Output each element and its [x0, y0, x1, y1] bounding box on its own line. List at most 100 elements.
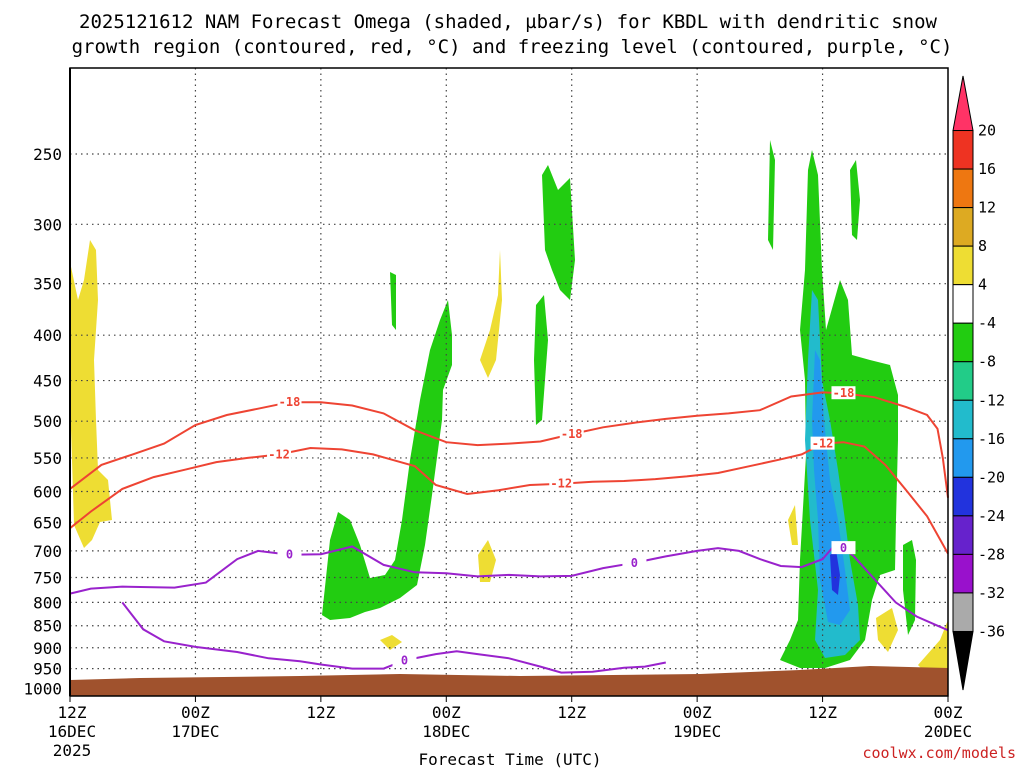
colorbar-swatch	[952, 592, 974, 632]
contour-label-bg	[392, 653, 417, 667]
chart-title-line1: 2025121612 NAM Forecast Omega (shaded, µ…	[79, 11, 937, 33]
colorbar-swatch	[952, 168, 974, 209]
omega-area-yellow-6	[876, 608, 898, 652]
colorbar-swatch	[952, 207, 974, 247]
omega-area-green-5	[768, 140, 775, 250]
x-tick-date: 20DEC	[924, 722, 972, 741]
colorbar-bottom-arrow	[952, 630, 974, 691]
omega-area-green-6	[780, 150, 898, 668]
x-tick-date: 18DEC	[422, 722, 470, 741]
y-tick-label: 350	[33, 275, 62, 294]
contour-label: 0	[286, 548, 293, 562]
y-tick-label: 700	[33, 542, 62, 561]
colorbar-swatch	[952, 284, 974, 324]
contour-label: -18	[561, 427, 583, 441]
contour-label-bg	[549, 476, 574, 490]
omega-area-yellow-5	[788, 505, 798, 545]
colorbar-label: 4	[978, 276, 987, 294]
contour-label: 0	[401, 653, 408, 667]
y-tick-label: 500	[33, 412, 62, 431]
x-tick-label: 00Z	[181, 703, 210, 722]
contour-label-bg	[810, 436, 835, 450]
colorbar-label: -24	[978, 507, 1005, 525]
x-tick-label: 00Z	[432, 703, 461, 722]
colorbar-label: 8	[978, 237, 987, 255]
contour-label-bg	[277, 395, 302, 409]
colorbar-label: -16	[978, 430, 1005, 448]
x-tick-year: 2025	[53, 741, 92, 760]
colorbar-top-arrow	[952, 75, 974, 132]
x-tick-label: 00Z	[934, 703, 963, 722]
y-tick-label: 600	[33, 482, 62, 501]
colorbar-swatch	[952, 130, 974, 170]
y-tick-label: 850	[33, 617, 62, 636]
y-tick-label: 650	[33, 513, 62, 532]
y-axis: 250 300 350 400 450 500 550 600 650 700 750 800 850 9…	[23, 145, 62, 698]
omega-area-yellow-7	[918, 620, 948, 672]
omega-area-green-4	[390, 272, 396, 330]
colorbar-swatch	[952, 322, 974, 363]
grid	[70, 68, 948, 696]
y-tick-label: 300	[33, 215, 62, 234]
x-tick-label: 12Z	[306, 703, 335, 722]
contour-label-bg	[267, 447, 292, 461]
colorbar-swatch	[952, 438, 974, 478]
contour-label-bg	[277, 547, 302, 561]
contour-label: -12	[268, 447, 290, 461]
contour-line	[69, 391, 949, 498]
x-tick-label: 12Z	[557, 703, 586, 722]
colorbar: 20 16 12 8 4 -4 -8 -12 -16 -20 -24 -28 -32 -36	[952, 75, 1005, 691]
colorbar-label: -36	[978, 622, 1005, 640]
omega-area-yellow-left	[70, 240, 112, 548]
contour-label: -18	[833, 386, 855, 400]
colorbar-label: 16	[978, 160, 996, 178]
omega-area-green-7	[903, 540, 916, 635]
contour-line	[69, 441, 949, 555]
omega-area-green-1	[322, 300, 452, 620]
omega-area-green-2	[542, 165, 575, 300]
x-tick-date: 17DEC	[171, 722, 219, 741]
omega-shading	[70, 140, 948, 672]
colorbar-swatch	[952, 361, 974, 401]
y-tick-label: 750	[33, 568, 62, 587]
colorbar-swatch	[952, 553, 974, 594]
y-tick-label: 400	[33, 326, 62, 345]
y-tick-label: 250	[33, 145, 62, 164]
contour-label-bg	[831, 541, 856, 555]
y-tick-label: 900	[33, 639, 62, 658]
colorbar-swatch	[952, 399, 974, 440]
x-tick-date: 19DEC	[673, 722, 721, 741]
contour-label: -12	[812, 437, 834, 451]
y-tick-label: 950	[33, 660, 62, 679]
y-tick-label: 800	[33, 593, 62, 612]
colorbar-label: 12	[978, 199, 996, 217]
contour-label: -18	[279, 395, 301, 409]
colorbar-swatch	[952, 515, 974, 555]
contour-label-bg	[622, 555, 647, 569]
colorbar-label: -4	[978, 314, 996, 332]
contour-label: 0	[631, 556, 638, 570]
chart-title-line2: growth region (contoured, red, °C) and f…	[72, 36, 953, 58]
colorbar-label: -28	[978, 545, 1005, 563]
colorbar-label: 20	[978, 122, 996, 140]
contour-label: 0	[840, 541, 847, 555]
colorbar-label: -32	[978, 584, 1005, 602]
omega-area-green-3	[534, 295, 548, 425]
x-tick-label: 12Z	[58, 703, 87, 722]
x-tick-label: 00Z	[683, 703, 712, 722]
colorbar-swatch	[952, 476, 974, 517]
omega-area-yellow-4	[480, 250, 502, 378]
y-tick-label: 450	[33, 372, 62, 391]
x-tick-date: 16DEC	[48, 722, 96, 741]
omega-area-darkblue	[830, 550, 840, 595]
x-axis-label: Forecast Time (UTC)	[418, 750, 601, 768]
omega-area-yellow-3	[380, 635, 402, 650]
y-tick-label: 550	[33, 449, 62, 468]
contour-label-bg	[831, 386, 856, 400]
colorbar-label: -8	[978, 353, 996, 371]
colorbar-label: -12	[978, 391, 1005, 409]
contour-label: -12	[550, 477, 572, 491]
terrain-ground	[70, 666, 948, 696]
